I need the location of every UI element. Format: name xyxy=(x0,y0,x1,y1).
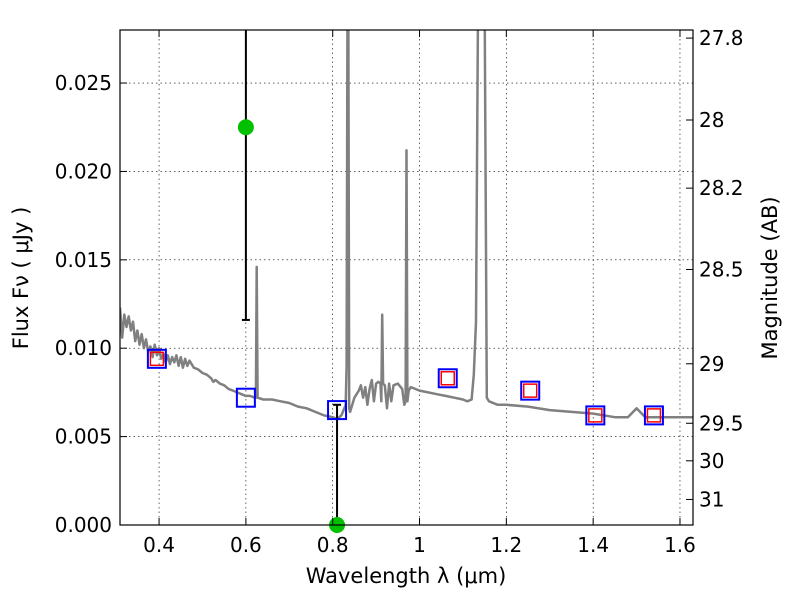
x-axis-label: Wavelength λ (μm) xyxy=(306,564,507,588)
ticks: 0.4 0.6 0.8 1 1.2 1.4 1.6 0.000 0.005 0.010 0.015 0… xyxy=(55,26,744,557)
model-photometry-marker xyxy=(437,368,458,389)
y-tick-label: 0.010 xyxy=(55,336,112,360)
measured-photometry-marker xyxy=(149,351,165,367)
y-tick-label: 0.020 xyxy=(55,159,112,183)
y-tick-label: 0.005 xyxy=(55,425,112,449)
y-tick-label: 0.000 xyxy=(55,513,112,537)
mag-tick-label: 27.8 xyxy=(699,26,744,50)
model-photometry-marker xyxy=(235,387,256,408)
mag-tick-label: 30 xyxy=(699,449,724,473)
x-tick-label: 0.6 xyxy=(230,533,262,557)
measured-photometry-marker xyxy=(588,408,603,423)
y-tick-label: 0.025 xyxy=(55,71,112,95)
mag-tick-label: 31 xyxy=(699,487,724,511)
y-axis-right-label: Magnitude (AB) xyxy=(758,196,782,359)
x-tick-label: 1.6 xyxy=(664,533,696,557)
x-tick-label: 1.4 xyxy=(577,533,609,557)
x-tick-label: 1 xyxy=(413,533,426,557)
model-photometry-marker xyxy=(585,405,606,426)
model-photometry-marker xyxy=(643,405,664,426)
mag-tick-label: 28.2 xyxy=(699,176,744,200)
plot-frame xyxy=(119,29,694,526)
mag-tick-label: 29.5 xyxy=(699,411,744,435)
y-axis-label: Flux Fν ( μJy ) xyxy=(9,207,33,350)
model-photometry-marker xyxy=(327,400,348,421)
model-photometry-marker xyxy=(146,348,167,369)
measured-photometry-marker xyxy=(646,408,662,423)
marker-layer xyxy=(146,30,664,533)
mag-tick-label: 28 xyxy=(699,108,724,132)
measured-photometry-marker xyxy=(522,383,538,398)
grid xyxy=(120,30,693,526)
x-tick-label: 1.2 xyxy=(490,533,522,557)
x-tick-label: 0.8 xyxy=(317,533,349,557)
mag-tick-label: 28.5 xyxy=(699,257,744,281)
mag-tick-label: 29 xyxy=(699,352,724,376)
measured-photometry-marker xyxy=(440,371,455,386)
y-tick-label: 0.015 xyxy=(55,248,112,272)
model-photometry-marker xyxy=(520,380,541,401)
observed-point xyxy=(237,119,254,136)
x-tick-label: 0.4 xyxy=(143,533,175,557)
